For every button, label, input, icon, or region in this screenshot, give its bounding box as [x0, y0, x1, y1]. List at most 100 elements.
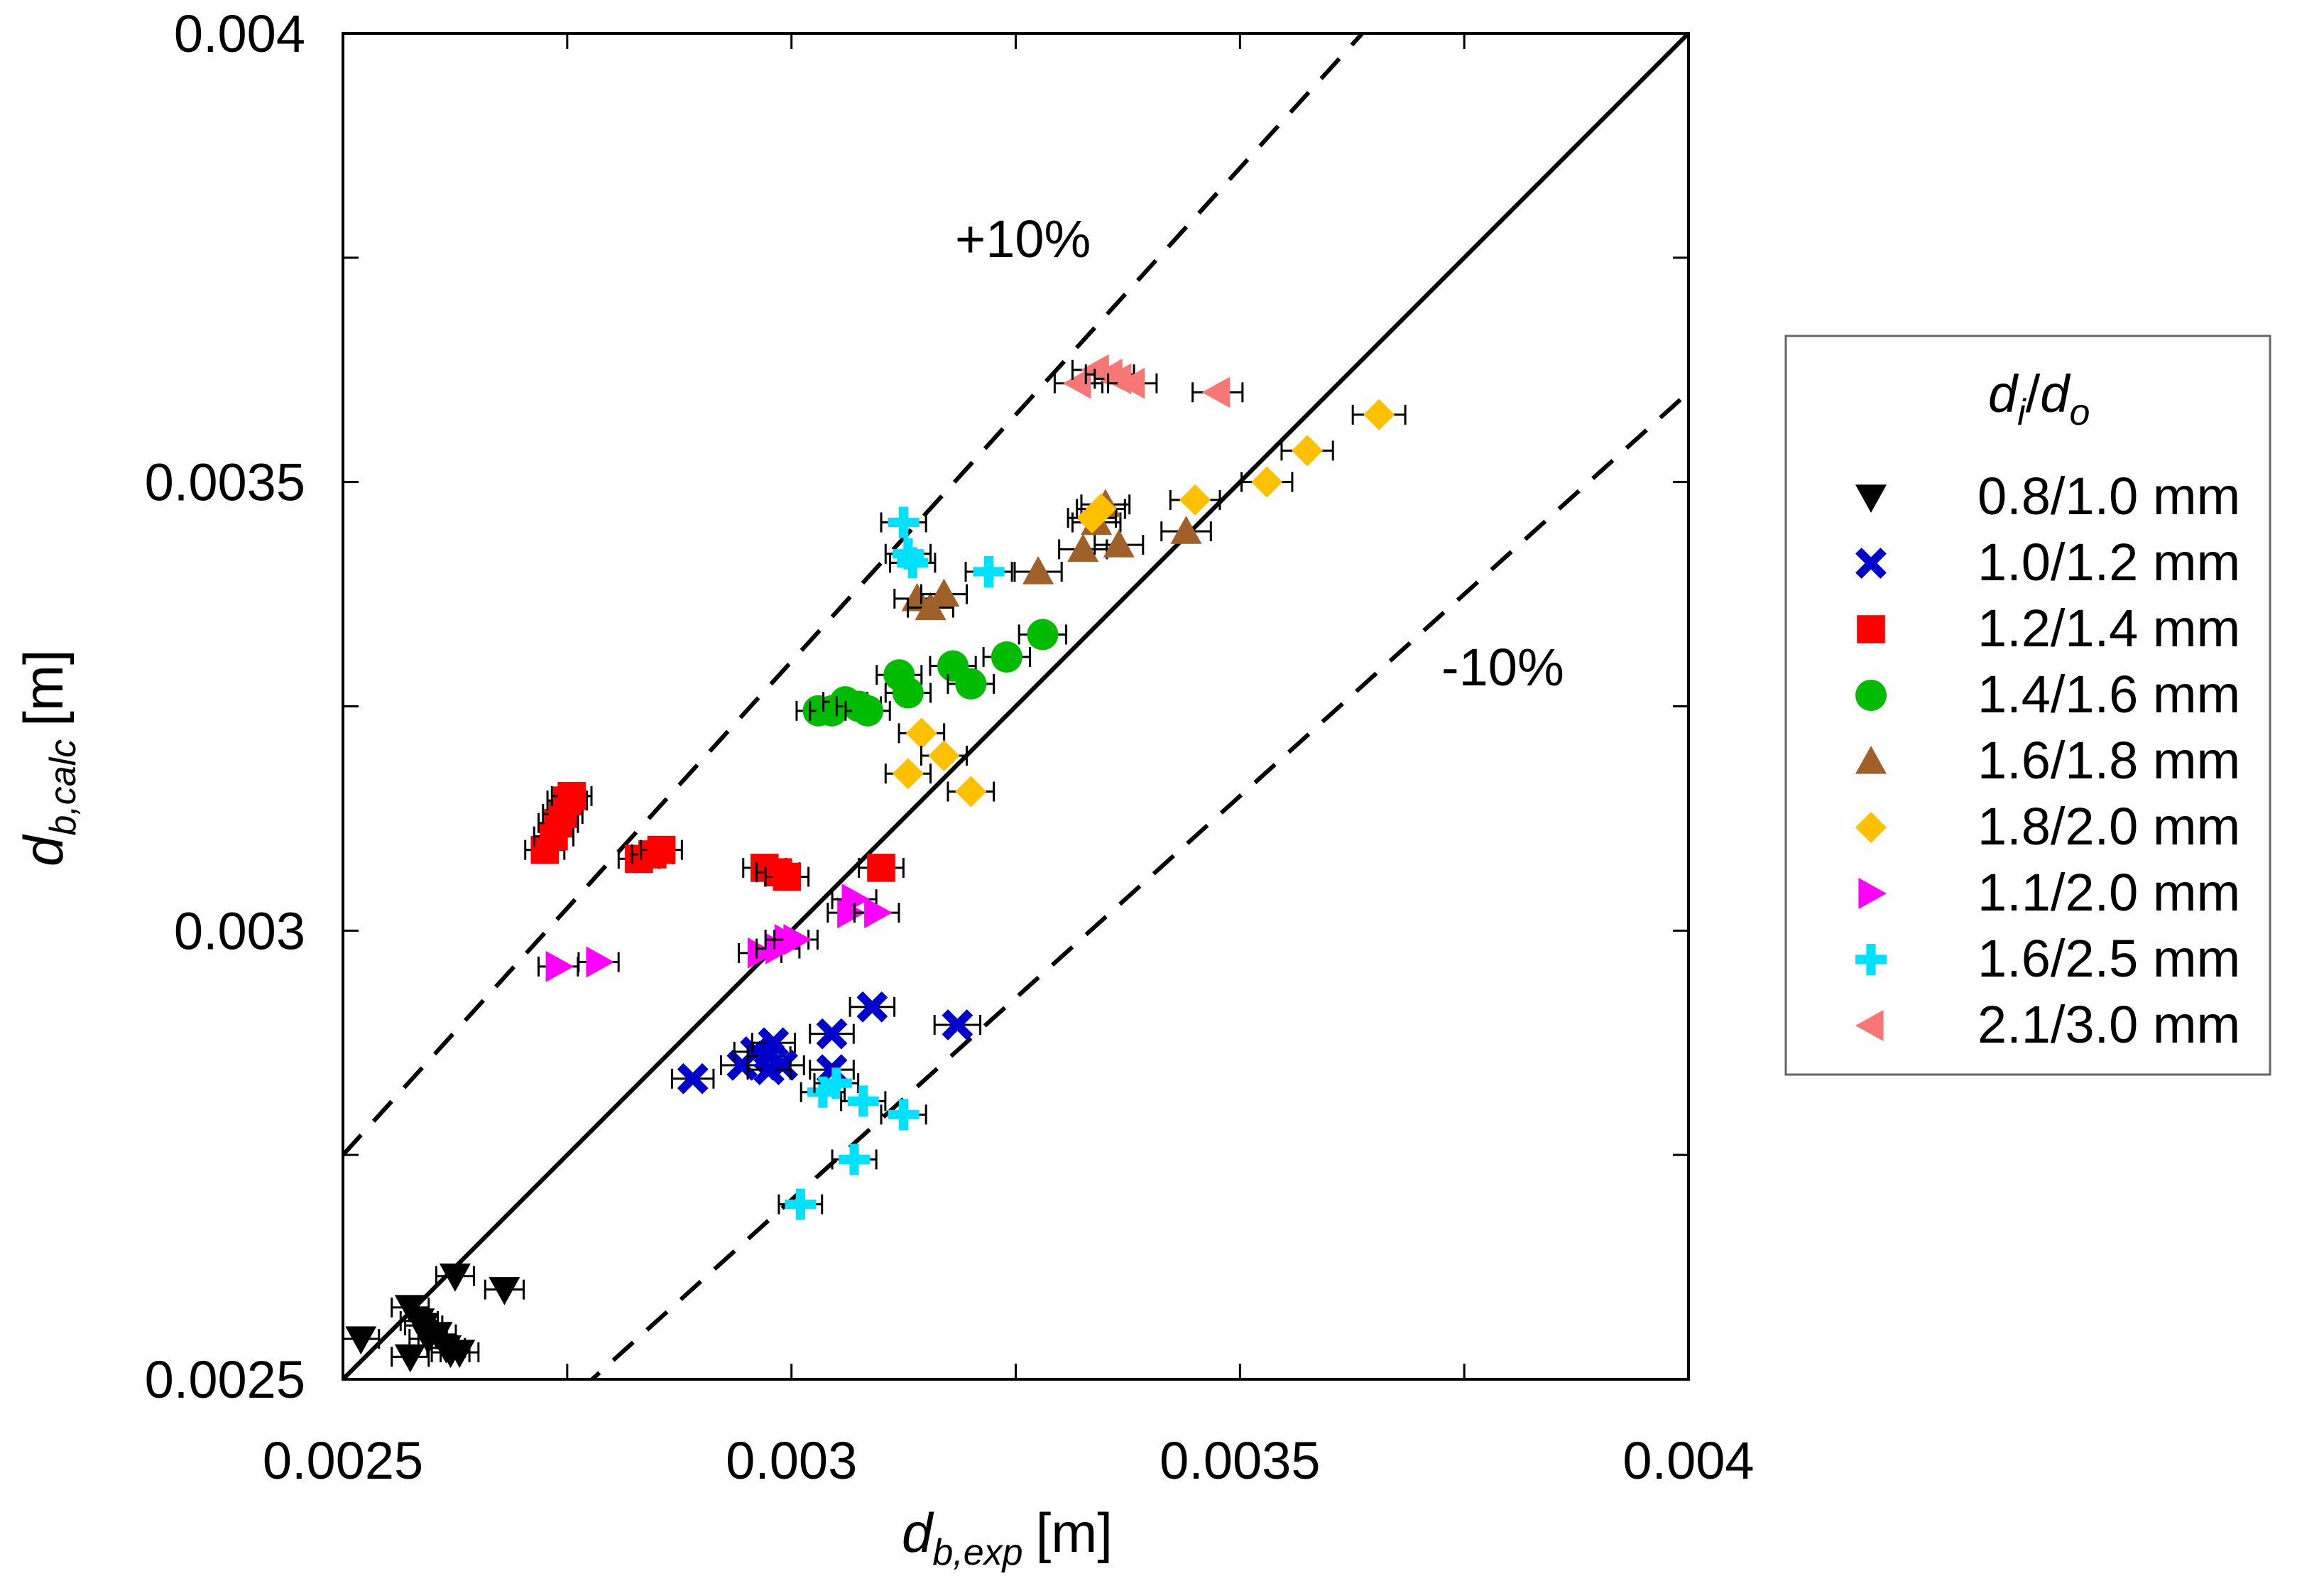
x-axis-title-main: d — [902, 1501, 934, 1564]
data-point — [852, 695, 884, 727]
legend-title-sub-i: i — [2017, 392, 2026, 433]
legend-label-4: 1.6/1.8 mm — [1977, 731, 2240, 790]
x-axis-title: db,exp [m] — [902, 1501, 1113, 1573]
legend-markers — [1855, 484, 1887, 1041]
data-point — [1170, 516, 1202, 544]
data-point — [586, 946, 615, 978]
legend-label-5: 1.8/2.0 mm — [1977, 797, 2240, 856]
data-point — [856, 991, 888, 1023]
legend-title-main-2: d — [2040, 364, 2071, 423]
legend-labels: 0.8/1.0 mm 1.0/1.2 mm 1.2/1.4 mm 1.4/1.6… — [1977, 467, 2240, 1054]
plus10-label: +10% — [955, 210, 1091, 268]
legend: di/do 0.8/1.0 mm 1.0/1.2 mm 1.2/1.4 mm 1… — [1784, 335, 2271, 1076]
axis-ticks — [342, 32, 1690, 1381]
data-point — [1179, 484, 1211, 516]
data-point — [847, 1085, 879, 1117]
data-point — [816, 1018, 848, 1050]
legend-marker-3 — [1855, 680, 1887, 711]
reference-lines — [343, 33, 1689, 1379]
y-tick-label: 0.0035 — [145, 453, 305, 512]
y-axis-title-sub: b,calc — [43, 739, 84, 836]
data-point — [888, 506, 920, 538]
data-point — [557, 782, 586, 810]
data-point — [758, 1027, 790, 1059]
x-tick-labels: 0.0025 0.003 0.0035 0.004 — [263, 1431, 1755, 1490]
legend-label-2: 1.2/1.4 mm — [1977, 599, 2240, 658]
data-point — [820, 1067, 852, 1099]
legend-title-sub-o: o — [2069, 392, 2090, 433]
legend-label-3: 1.4/1.6 mm — [1977, 665, 2240, 724]
data-point — [1103, 529, 1135, 558]
data-point — [888, 1099, 920, 1131]
data-point — [345, 1326, 377, 1355]
legend-label-6: 1.1/2.0 mm — [1977, 863, 2240, 922]
legend-marker-0 — [1855, 484, 1887, 513]
reference-line-parity — [343, 33, 1689, 1379]
x-tick-label: 0.0035 — [1160, 1431, 1320, 1490]
data-point — [897, 547, 929, 579]
data-point — [1027, 619, 1059, 651]
data-point — [955, 668, 987, 700]
data-point — [1062, 367, 1091, 399]
data-point — [905, 717, 937, 749]
data-point — [841, 884, 871, 915]
reference-line-plus10 — [343, 33, 1365, 1157]
legend-title-sep: / — [2026, 364, 2041, 423]
minus10-label: -10% — [1441, 638, 1564, 697]
y-tick-label: 0.0025 — [145, 1350, 305, 1409]
data-point — [1022, 556, 1054, 585]
legend-marker-7 — [1855, 944, 1887, 975]
data-point — [1067, 533, 1099, 563]
y-tick-label: 0.003 — [174, 901, 305, 960]
data-point — [942, 1009, 973, 1040]
x-tick-label: 0.003 — [726, 1431, 857, 1490]
legend-title-main: d — [1988, 364, 2019, 423]
series-2 — [524, 782, 905, 891]
data-point — [747, 937, 776, 969]
y-axis-title-main: d — [12, 834, 75, 866]
legend-label-7: 1.6/2.5 mm — [1977, 929, 2240, 988]
x-axis-title-unit: [m] — [1036, 1501, 1113, 1564]
data-point — [783, 923, 812, 955]
data-point — [864, 897, 893, 929]
data-point — [545, 950, 574, 982]
series-3 — [795, 619, 1068, 727]
data-point — [892, 677, 924, 709]
legend-label-1: 1.0/1.2 mm — [1977, 533, 2240, 592]
reference-line-minus10 — [589, 391, 1689, 1379]
legend-marker-4 — [1855, 746, 1887, 774]
legend-marker-8 — [1855, 1010, 1884, 1041]
data-point — [773, 862, 802, 891]
series-8 — [1053, 354, 1244, 408]
data-point — [928, 739, 960, 771]
data-point — [955, 776, 987, 808]
data-points — [343, 354, 1407, 1373]
series-7 — [778, 506, 1013, 1220]
data-point — [439, 1263, 471, 1292]
data-point — [1085, 493, 1117, 525]
data-point — [785, 1188, 817, 1220]
legend-marker-1 — [1855, 548, 1887, 579]
legend-label-8: 2.1/3.0 mm — [1977, 995, 2240, 1054]
y-tick-label: 0.004 — [174, 4, 305, 63]
series-5 — [884, 398, 1407, 808]
data-point — [489, 1277, 520, 1305]
y-axis-title: db,calc [m] — [12, 649, 84, 866]
data-point — [408, 1313, 440, 1342]
series-4 — [893, 489, 1212, 621]
legend-label-0: 0.8/1.0 mm — [1977, 467, 2240, 526]
data-point — [1116, 367, 1145, 399]
legend-marker-2 — [1857, 615, 1885, 643]
x-tick-label: 0.004 — [1622, 1431, 1754, 1490]
data-point — [973, 556, 1005, 587]
data-point — [444, 1339, 476, 1369]
data-point — [867, 854, 895, 882]
x-tick-label: 0.0025 — [263, 1431, 423, 1490]
legend-marker-5 — [1855, 812, 1887, 843]
data-point — [839, 1143, 871, 1175]
y-axis-title-unit: [m] — [12, 649, 75, 726]
series-6 — [538, 884, 900, 982]
data-point — [928, 578, 960, 607]
legend-marker-6 — [1858, 878, 1887, 909]
